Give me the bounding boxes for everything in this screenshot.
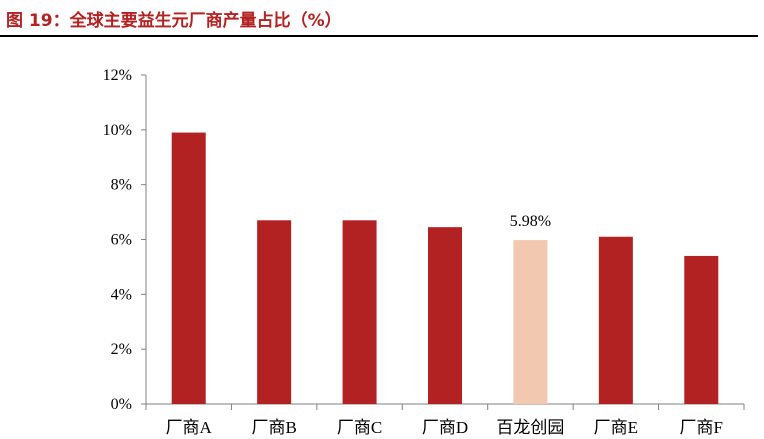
title-rule <box>0 35 758 37</box>
y-tick-label: 8% <box>111 177 132 194</box>
y-tick-label: 0% <box>111 396 132 413</box>
x-category-label: 厂商F <box>680 418 723 437</box>
chart-labels: 0% 2% 4% 6% 8% 10% 12% 厂商A 厂商B 厂商C 厂商D 百龙创园 5.98% 厂商E… <box>103 67 723 437</box>
bar-0 <box>171 132 206 404</box>
bar-3 <box>428 227 462 404</box>
x-category-label: 百龙创园 <box>496 418 564 437</box>
chart-bars <box>171 132 719 404</box>
x-category-label: 厂商D <box>422 418 468 437</box>
x-category-label: 厂商B <box>251 418 296 437</box>
x-category-label: 厂商A <box>166 418 213 437</box>
y-tick-label: 6% <box>111 232 132 249</box>
bar-2 <box>342 220 377 404</box>
bar-5 <box>598 236 633 404</box>
y-tick-label: 12% <box>103 67 132 84</box>
bar-6 <box>684 255 719 404</box>
x-category-label: 厂商C <box>337 418 382 437</box>
y-tick-label: 4% <box>111 286 132 303</box>
bar-4 <box>513 240 548 404</box>
bar-1 <box>257 220 292 404</box>
x-category-label: 厂商E <box>594 418 638 437</box>
title-bar: 图 19：全球主要益生元厂商产量占比（%） <box>0 0 764 38</box>
y-tick-label: 10% <box>103 122 132 139</box>
data-label: 5.98% <box>510 213 551 230</box>
chart-title: 图 19：全球主要益生元厂商产量占比（%） <box>6 11 342 31</box>
y-tick-label: 2% <box>111 341 132 358</box>
